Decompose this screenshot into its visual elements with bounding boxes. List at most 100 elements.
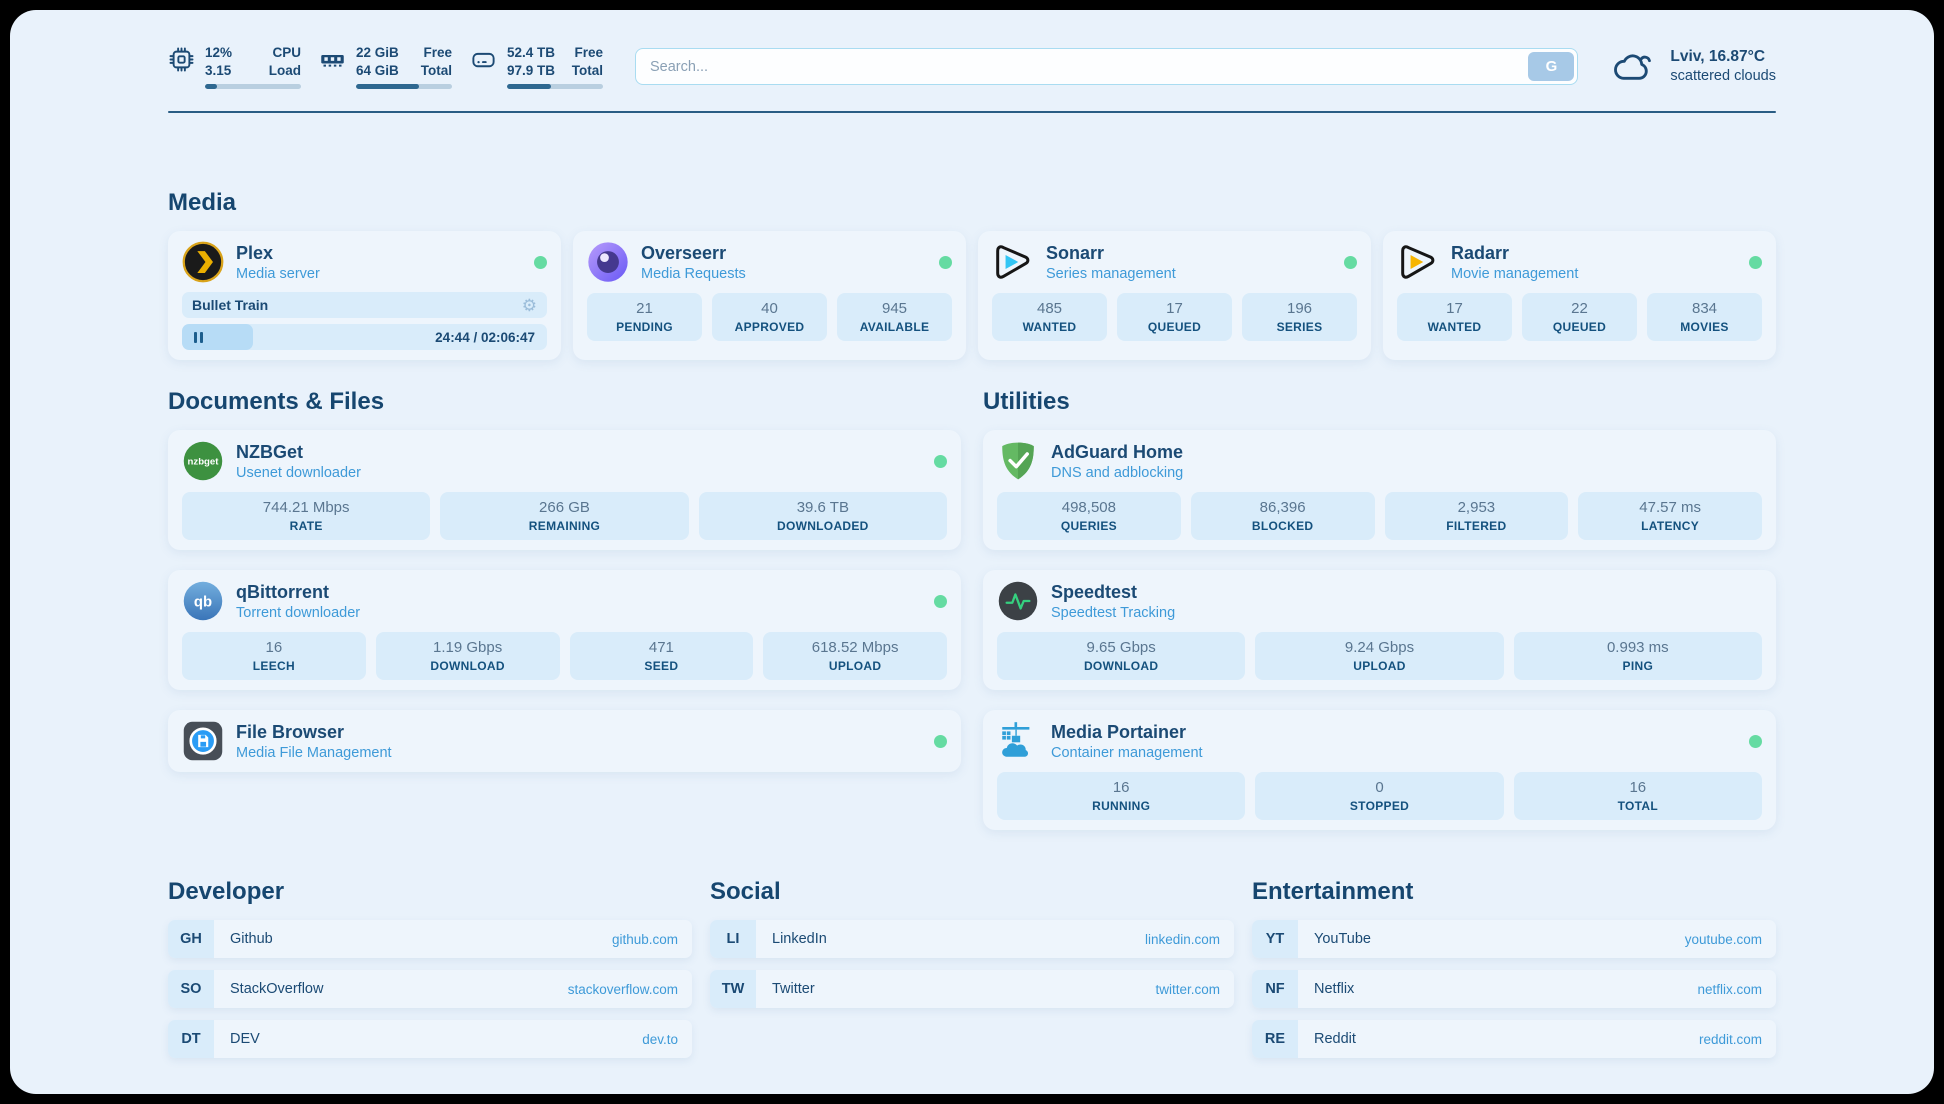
radarr-icon (1401, 245, 1435, 279)
status-dot-online (1749, 734, 1762, 748)
stat-download: 9.65 Gbps DOWNLOAD (997, 632, 1246, 681)
app-card-filebrowser[interactable]: File Browser Media File Management (168, 710, 961, 773)
now-playing-title: Bullet Train (192, 297, 269, 314)
status-dot-online (534, 255, 547, 269)
stat-ping: 0.993 ms PING (1513, 632, 1762, 681)
disk-stat: 52.4 TB Free 97.9 TB Total (470, 44, 603, 90)
app-subtitle: Speedtest Tracking (1051, 604, 1176, 621)
weather-condition: scattered clouds (1670, 68, 1776, 85)
disk-progress-bar (507, 84, 603, 90)
app-subtitle: Container management (1051, 744, 1203, 761)
stat-stopped: 0 STOPPED (1255, 772, 1504, 821)
app-card-qbittorrent[interactable]: qb qBittorrent Torrent downloader 16 LEEC… (168, 570, 961, 691)
system-stats: 12% CPU 3.15 Load 22 GiB Free 64 GiB Total (168, 44, 603, 90)
status-dot-online (939, 255, 952, 269)
app-subtitle: Media Requests (641, 265, 746, 282)
cpu-stat: 12% CPU 3.15 Load (168, 44, 301, 90)
app-card-nzbget[interactable]: nzbget NZBGet Usenet downloader 744.21 M… (168, 430, 961, 551)
filebrowser-icon (183, 721, 223, 761)
app-subtitle: Media server (236, 265, 320, 282)
bookmark-stackoverflow[interactable]: SO StackOverflow stackoverflow.com (168, 970, 692, 1009)
overseerr-icon (588, 242, 628, 282)
app-title: Media Portainer (1051, 721, 1187, 742)
bookmark-abbr: GH (168, 920, 214, 959)
playback-progress-fill (182, 324, 254, 351)
bookmark-abbr: NF (1252, 970, 1298, 1009)
app-card-radarr[interactable]: Radarr Movie management 17 WANTED 22 QUEUE… (1383, 231, 1776, 361)
app-card-overseerr[interactable]: Overseerr Media Requests 21 PENDING 40 APP… (573, 231, 966, 361)
stat-queued: 17 QUEUED (1117, 293, 1232, 342)
stream-settings-gear-icon[interactable]: ⚙ (521, 295, 537, 315)
search-bar: G (635, 48, 1579, 86)
cpu-usage: 12% (205, 45, 233, 60)
bookmark-name: Twitter (772, 981, 815, 998)
portainer-icon (1002, 722, 1030, 757)
bookmark-abbr: RE (1252, 1020, 1298, 1059)
bookmark-netflix[interactable]: NF Netflix netflix.com (1252, 970, 1776, 1009)
disk-total-label: Total (571, 62, 603, 78)
app-card-portainer[interactable]: Media Portainer Container management 16 R… (983, 710, 1776, 831)
stat-seed: 471 SEED (569, 632, 754, 681)
bookmark-abbr: YT (1252, 920, 1298, 959)
disk-icon (472, 52, 495, 68)
bookmark-url: twitter.com (1155, 981, 1220, 997)
top-bar: 12% CPU 3.15 Load 22 GiB Free 64 GiB Total (168, 10, 1776, 90)
dashboard: 12% CPU 3.15 Load 22 GiB Free 64 GiB Total (10, 10, 1934, 1094)
status-dot-online (934, 454, 947, 468)
bookmark-linkedin[interactable]: LI LinkedIn linkedin.com (710, 920, 1234, 959)
svg-text:nzbget: nzbget (188, 457, 220, 468)
app-card-plex[interactable]: Plex Media server Bullet Train ⚙ 24:44 (168, 231, 561, 361)
section-title-documents: Documents & Files (168, 388, 385, 416)
bookmark-abbr: DT (168, 1020, 214, 1059)
speedtest-icon (998, 581, 1038, 621)
ram-free-label: Free (423, 45, 452, 60)
search-engine-button[interactable]: G (1528, 52, 1575, 82)
bookmark-reddit[interactable]: RE Reddit reddit.com (1252, 1020, 1776, 1059)
app-subtitle: DNS and adblocking (1051, 464, 1184, 481)
stat-filtered: 2,953 FILTERED (1384, 492, 1569, 541)
bookmark-name: Netflix (1314, 981, 1355, 998)
playback-time: 24:44 / 02:06:47 (435, 329, 535, 345)
cpu-load-label: Load (268, 62, 301, 78)
pause-icon (194, 331, 203, 343)
stat-movies: 834 MOVIES (1647, 293, 1762, 342)
bookmark-github[interactable]: GH Github github.com (168, 920, 692, 959)
stat-pending: 21 PENDING (587, 293, 702, 342)
bookmarks-entertainment: Entertainment YT YouTube youtube.com NF … (1252, 878, 1776, 1059)
stat-queries: 498,508 QUERIES (997, 492, 1181, 541)
now-playing-bar: Bullet Train ⚙ (182, 292, 547, 319)
status-dot-online (934, 594, 947, 608)
playback-progress-bar: 24:44 / 02:06:47 (182, 324, 547, 351)
search-input[interactable] (635, 48, 1579, 86)
bookmark-abbr: SO (168, 970, 214, 1009)
bookmark-url: dev.to (642, 1031, 678, 1047)
app-title: NZBGet (236, 441, 303, 462)
qbittorrent-icon: qb (183, 581, 223, 621)
app-card-speedtest[interactable]: Speedtest Speedtest Tracking 9.65 Gbps DO… (983, 570, 1776, 691)
bookmark-dev[interactable]: DT DEV dev.to (168, 1020, 692, 1059)
bookmark-youtube[interactable]: YT YouTube youtube.com (1252, 920, 1776, 959)
app-card-sonarr[interactable]: Sonarr Series management 485 WANTED 17 QUE… (978, 231, 1371, 361)
app-title: Plex (236, 242, 274, 263)
bookmarks-social: Social LI LinkedIn linkedin.com TW Twitt… (710, 878, 1234, 1009)
stat-wanted: 485 WANTED (992, 293, 1107, 342)
bookmark-twitter[interactable]: TW Twitter twitter.com (710, 970, 1234, 1009)
header-divider (168, 111, 1776, 114)
plex-icon (182, 241, 224, 283)
app-title: Overseerr (641, 242, 727, 263)
weather-location-temp: Lviv, 16.87°C (1670, 48, 1766, 66)
cpu-label: CPU (272, 45, 301, 60)
bookmark-abbr: LI (710, 920, 756, 959)
stat-series: 196 SERIES (1242, 293, 1357, 342)
app-subtitle: Torrent downloader (236, 604, 361, 621)
bookmark-abbr: TW (710, 970, 756, 1009)
app-card-adguard[interactable]: AdGuard Home DNS and adblocking 498,508 Q… (983, 430, 1776, 551)
bookmarks-developer: Developer GH Github github.com SO StackO… (168, 878, 692, 1059)
cpu-load-value: 3.15 (205, 62, 232, 78)
section-title-developer: Developer (168, 878, 285, 906)
section-title-media: Media (168, 189, 237, 217)
app-title: File Browser (236, 721, 345, 742)
status-dot-online (934, 734, 947, 748)
app-title: Speedtest (1051, 581, 1138, 602)
ram-free-value: 22 GiB (356, 45, 399, 60)
